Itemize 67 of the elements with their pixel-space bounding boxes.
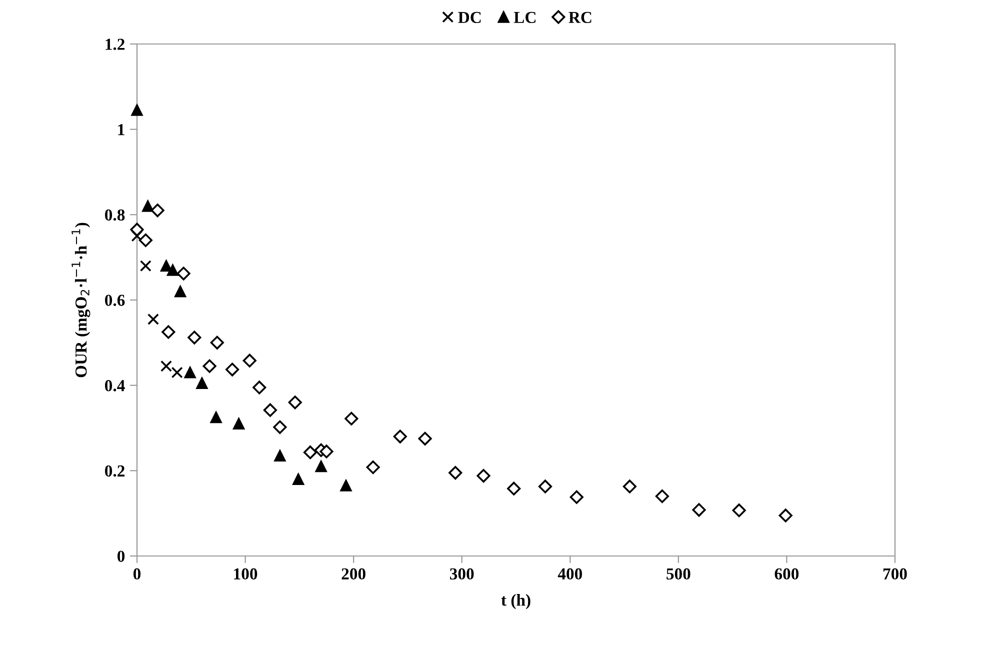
point (138, 233, 152, 248)
point (274, 450, 286, 462)
point (655, 489, 669, 504)
point (538, 480, 552, 494)
x-tick-label: 500 (666, 568, 690, 580)
point (160, 360, 172, 372)
point (315, 460, 327, 472)
y-tick-label: 0.8 (104, 209, 125, 221)
point (393, 430, 407, 444)
legend-label: RC (568, 12, 592, 24)
point (162, 325, 176, 339)
point (622, 480, 636, 494)
point (147, 313, 160, 325)
point (140, 260, 152, 272)
point (171, 366, 183, 378)
point (507, 482, 521, 496)
point (142, 200, 154, 212)
y-tick-label: 0.6 (104, 294, 125, 306)
point (263, 403, 277, 417)
x-axis-title: t (h) (501, 594, 530, 610)
x-tick-label: 0 (133, 568, 141, 580)
point (303, 446, 318, 460)
x-tick-label: 600 (774, 568, 799, 580)
x-tick-label: 200 (342, 568, 366, 580)
point (320, 444, 334, 458)
point (174, 286, 186, 298)
point (292, 473, 304, 485)
point (476, 468, 490, 483)
x-tick-label: 700 (883, 568, 907, 580)
point (225, 362, 240, 376)
point (288, 396, 302, 410)
x-tick-label: 300 (450, 568, 474, 580)
point (196, 377, 208, 389)
point (176, 266, 190, 280)
point (188, 330, 202, 344)
point (202, 359, 216, 373)
point (131, 104, 143, 116)
point (732, 504, 746, 518)
point (366, 460, 380, 474)
y-tick-label: 0 (117, 550, 125, 562)
point (233, 418, 245, 430)
legend-label: DC (458, 12, 481, 24)
point (131, 230, 143, 242)
y-tick-label: 1.2 (106, 38, 124, 50)
point (130, 222, 144, 236)
y-tick-label: 0.2 (104, 465, 124, 477)
point (273, 420, 287, 434)
y-tick-label: 1 (118, 124, 124, 136)
point (344, 412, 358, 426)
point (448, 466, 462, 480)
point (166, 264, 178, 276)
point (242, 354, 256, 368)
y-tick-label: 0.4 (104, 380, 125, 392)
y-axis-title: OUR (mgO$_{2}$·l$^{−1}$·h$^{−1}$) (72, 222, 90, 378)
point (252, 380, 266, 394)
point (210, 412, 222, 424)
point (210, 336, 224, 350)
legend-label: LC (514, 12, 536, 24)
point (184, 366, 196, 378)
point (340, 480, 352, 492)
point (570, 490, 584, 504)
point (418, 432, 432, 446)
point (692, 503, 706, 517)
point (778, 508, 792, 522)
point (150, 204, 164, 218)
x-tick-label: 100 (234, 568, 258, 580)
x-tick-label: 400 (558, 568, 582, 580)
